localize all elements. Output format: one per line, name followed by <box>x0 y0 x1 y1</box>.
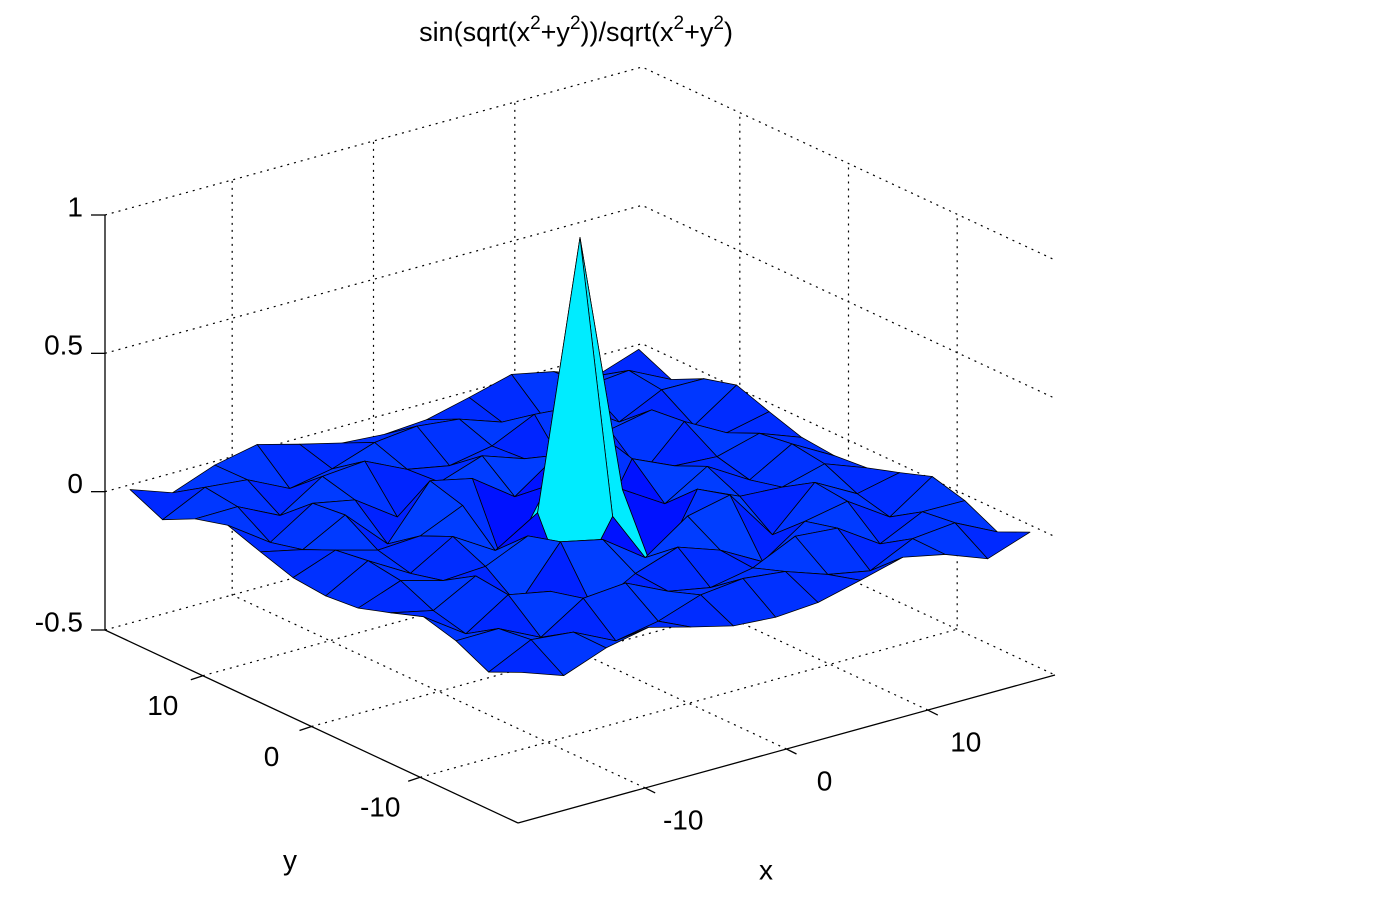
y-tick <box>407 776 421 782</box>
z-tick-label: 0 <box>67 468 83 499</box>
title-text: sin(sqrt(x <box>419 17 531 47</box>
z-tick-label: 0.5 <box>44 330 83 361</box>
x-tick <box>786 748 797 755</box>
title-superscript: 2 <box>530 13 541 34</box>
title-text: +y <box>541 17 571 47</box>
y-tick <box>299 725 312 732</box>
title-text: ))/sqrt(x <box>581 17 674 47</box>
x-tick-label: 10 <box>950 726 981 757</box>
x-tick-label: 0 <box>817 765 833 796</box>
y-grid-line <box>202 112 741 677</box>
x-tick-label: -10 <box>663 804 703 835</box>
chart-title: sin(sqrt(x2+y2))/sqrt(x2+y2) <box>419 13 733 47</box>
title-superscript: 2 <box>713 13 724 34</box>
x-axis-label: x <box>759 854 773 885</box>
title-text: +y <box>684 17 714 47</box>
y-tick-label: 10 <box>147 690 178 721</box>
x-tick <box>927 709 939 716</box>
z-tick-label: 1 <box>67 191 83 222</box>
y-tick <box>190 675 204 681</box>
title-superscript: 2 <box>570 13 581 34</box>
x-grid-line <box>231 179 646 789</box>
title-superscript: 2 <box>674 13 685 34</box>
y-tick-label: 0 <box>264 741 280 772</box>
surface-patch <box>488 639 565 677</box>
x-tick <box>644 787 656 794</box>
z-tick-label: -0.5 <box>35 606 83 637</box>
y-tick-label: -10 <box>360 792 400 823</box>
y-axis-label: y <box>283 844 297 875</box>
title-text: ) <box>724 17 733 47</box>
